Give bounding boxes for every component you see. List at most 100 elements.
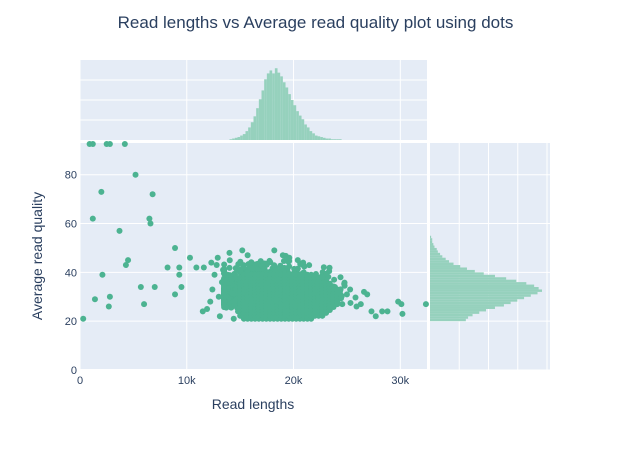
y-hist-bar [430,291,538,295]
y-hist-bar [430,245,435,248]
scatter-point [132,171,139,178]
scatter-point [137,284,144,291]
scatter-point [379,308,386,315]
x-hist-bar [237,137,241,140]
scatter-point [347,286,354,293]
chart-title: Read lengths vs Average read quality plo… [117,13,514,32]
x-axis-title: Read lengths [212,396,295,412]
cluster-point [334,286,341,293]
scatter-point [279,252,286,259]
x-hist-bar [256,108,259,140]
y-hist-bar [430,316,469,319]
cluster-point [347,299,354,306]
x-tick-label: 20k [285,375,303,387]
x-hist-bar [261,90,265,140]
scatter-point [215,293,222,300]
scatter-point [220,266,227,273]
scatter-point [172,244,179,251]
scatter-point [226,249,233,256]
cluster-point [221,286,228,293]
y-hist-bar [430,289,542,292]
y-axis-ticks: 0 20 40 60 80 [65,170,77,377]
y-hist-bar [430,262,454,266]
x-axis-ticks: 0 10k 20k 30k [77,375,410,387]
scatter-point [219,279,226,286]
x-hist-bar [330,139,334,140]
cluster-point [221,261,228,268]
x-hist-bar [328,138,331,140]
x-hist-bar [282,82,286,140]
scatter-point [149,191,156,198]
scatter-point [357,301,364,308]
y-hist-bar [430,308,486,312]
scatter-point [105,303,112,310]
cluster-point [286,263,293,270]
x-hist-bar [229,139,233,140]
scatter-point [91,296,98,303]
scatter-point [125,257,132,264]
scatter-point [294,257,301,264]
y-tick-label: 0 [71,365,77,377]
scatter-point [214,254,221,261]
cluster-point [271,262,278,269]
y-hist-bar [430,274,495,278]
x-tick-label: 10k [178,375,196,387]
x-hist-bar [293,105,297,140]
scatter-points [80,141,429,322]
scatter-point [244,252,251,259]
scatter-point-clipped [121,141,128,147]
cluster-point [291,265,298,272]
scatter-point [89,215,96,222]
y-axis-title: Average read quality [29,192,45,320]
x-hist-bar [258,99,262,140]
scatter-point [146,215,153,222]
y-hist-bar [430,313,473,317]
y-hist-bar [430,284,535,288]
scatter-point [228,276,235,283]
scatter-point [319,274,326,281]
x-hist-bar [290,100,294,140]
scatter-point [207,298,214,305]
y-tick-label: 40 [65,267,77,279]
scatter-point [176,271,183,278]
y-hist-bar [430,250,438,253]
scatter-point [186,254,193,261]
x-hist-bar [296,111,299,140]
y-hist-bar [430,260,450,263]
cluster-point [341,279,348,286]
scatter-point [368,308,375,315]
scatter-point [286,254,293,261]
cluster-point [306,262,313,269]
scatter-point-clipped [106,141,113,147]
y-hist-bar [430,252,441,256]
scatter-point [98,188,105,195]
x-hist-bar [248,127,251,140]
scatter-point [209,286,216,293]
x-hist-bar [272,73,275,140]
y-hist-bar [430,265,461,268]
y-hist-bar [430,318,466,322]
scatter-point [151,284,158,291]
y-tick-label: 80 [65,170,77,182]
scatter-point [384,308,391,315]
y-hist-bar [430,269,475,273]
scatter-point [239,247,246,254]
scatter-point [230,315,237,322]
scatter-point [337,274,344,281]
x-hist-bar [304,124,307,140]
y-hist-bar [430,311,480,314]
x-hist-bar [306,127,310,140]
cluster-point [260,260,267,267]
scatter-point [164,264,171,271]
x-hist-bar [266,73,270,140]
x-hist-bar [264,79,267,140]
x-marginal-histogram-bars [229,68,342,140]
scatter-point [122,262,129,269]
scatter-point [398,301,405,308]
scatter-point [343,291,350,298]
y-tick-label: 60 [65,219,77,231]
scatter-point [147,220,154,227]
x-tick-label: 30k [391,375,409,387]
x-hist-bar [285,87,289,140]
scatter-point [204,305,211,312]
